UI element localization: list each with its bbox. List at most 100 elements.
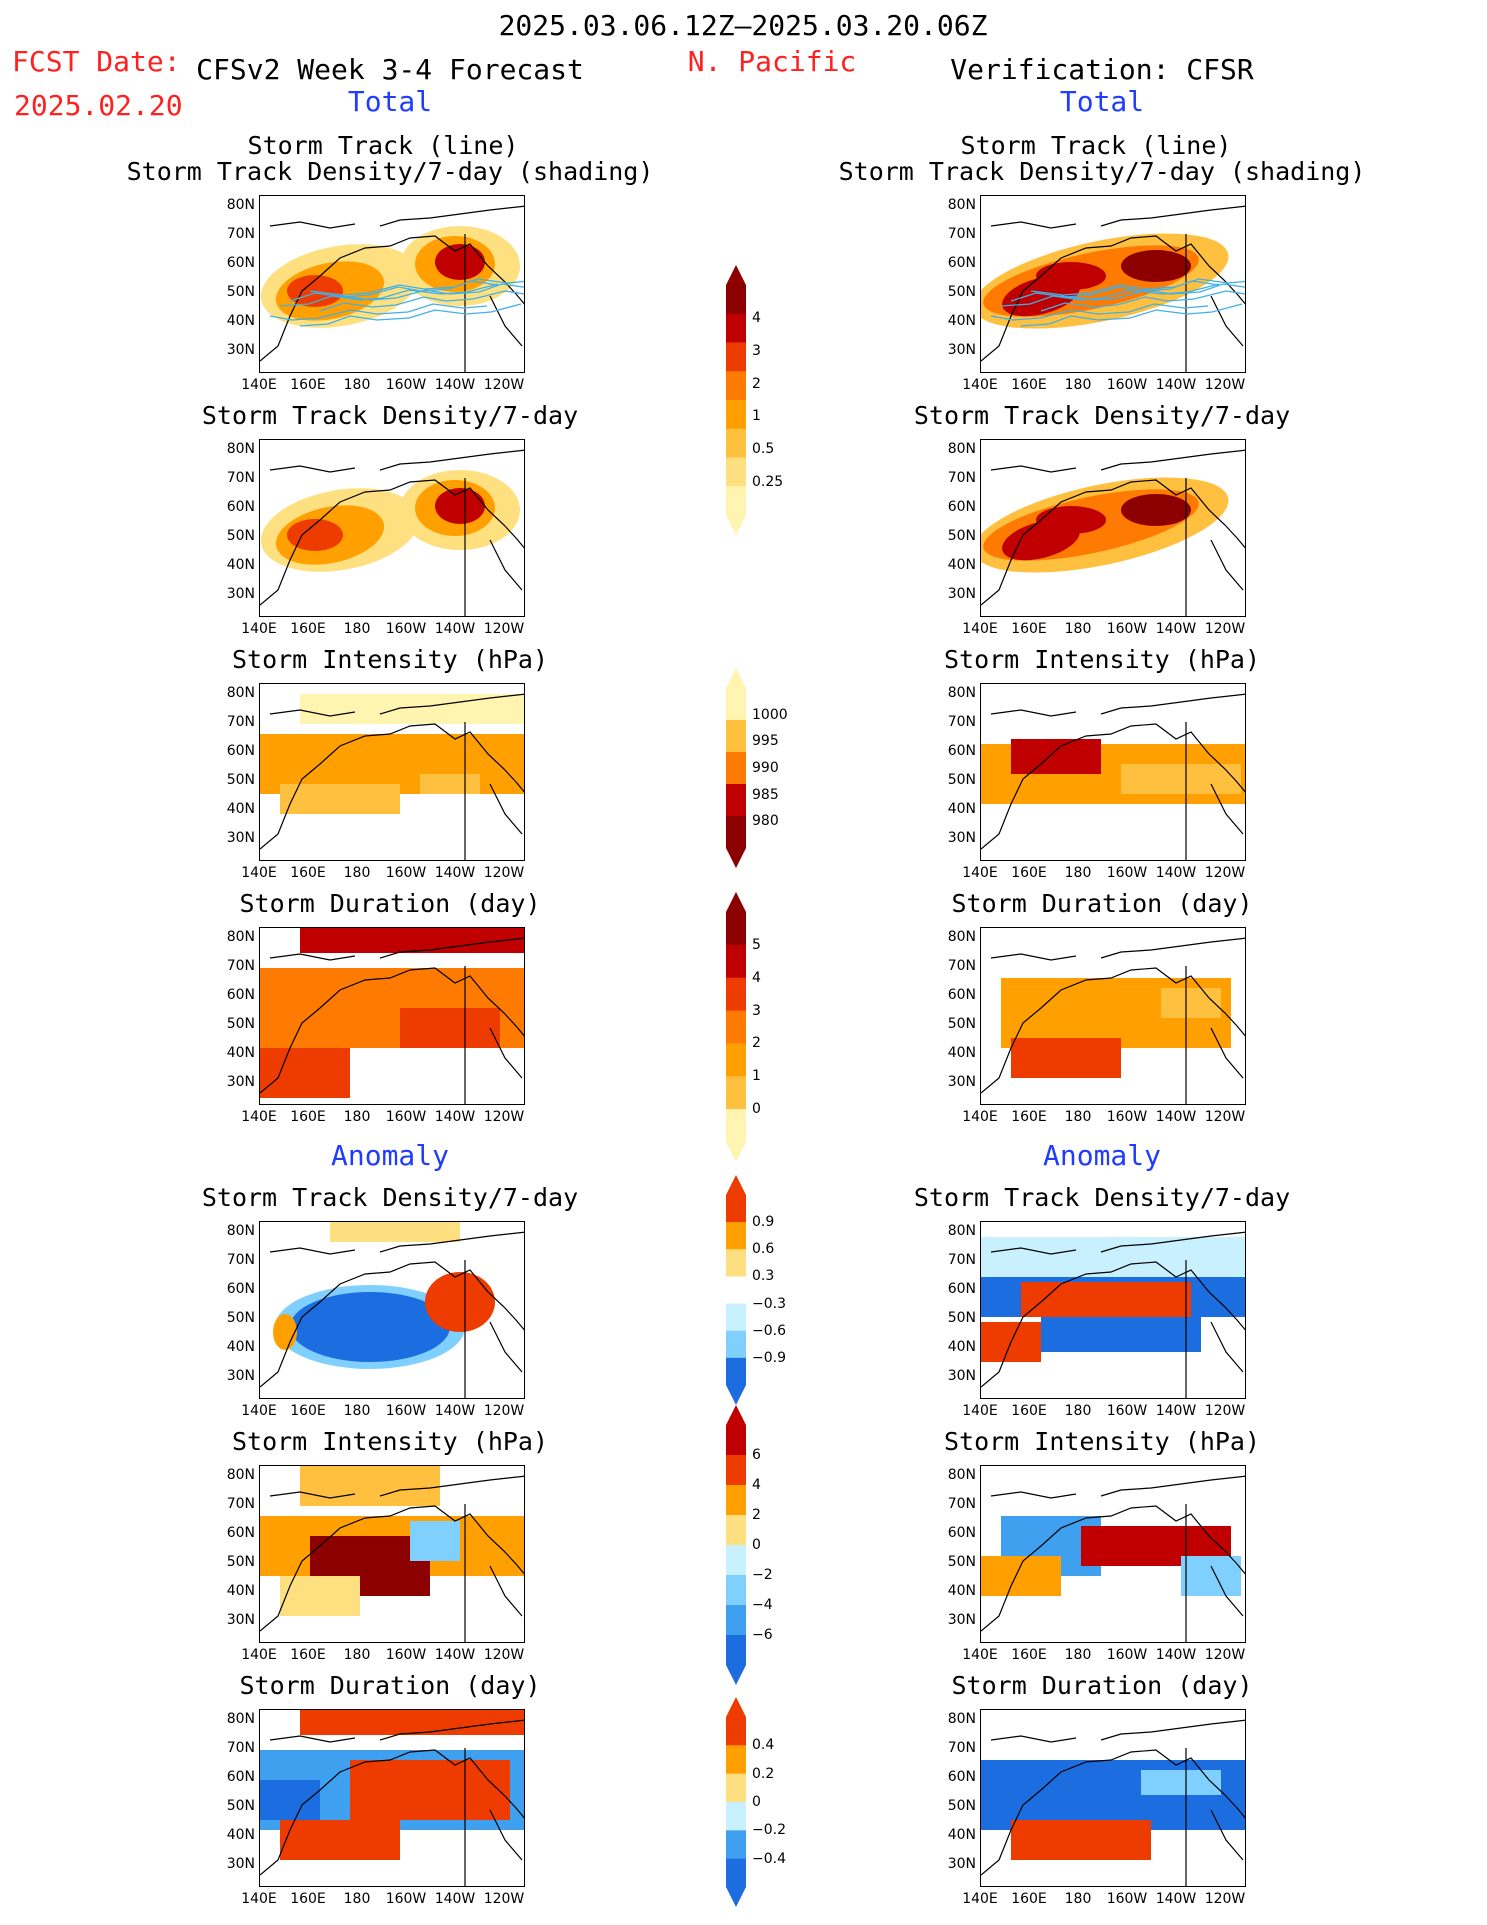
lat-tick-label: 60N <box>226 1281 255 1297</box>
left-anom-density-title: Storm Track Density/7-day <box>201 1183 579 1212</box>
lon-tick-label: 160W <box>1106 377 1148 393</box>
colorbar-segment <box>726 1109 746 1143</box>
right-anom-density-title: Storm Track Density/7-day <box>913 1183 1291 1212</box>
map-svg <box>260 449 524 616</box>
lon-tick-label: 160E <box>1011 377 1047 393</box>
colorbar-segment <box>726 285 746 315</box>
colorbar-arrow-top <box>726 1697 746 1717</box>
lat-tick-label: 60N <box>226 1525 255 1541</box>
colorbar-segment <box>726 313 746 343</box>
lon-tick-label: 140W <box>1155 621 1197 637</box>
lon-tick-label: 140E <box>962 377 998 393</box>
lon-tick-label: 120W <box>1204 1109 1246 1125</box>
lon-tick-label: 120W <box>1204 621 1246 637</box>
shading-cell <box>300 1466 440 1506</box>
lat-tick-label: 80N <box>226 1711 255 1727</box>
map-svg <box>981 1475 1245 1642</box>
lon-tick-label: 160E <box>1011 1647 1047 1663</box>
colorbar-segment <box>726 1357 746 1386</box>
map-svg <box>260 928 524 1104</box>
lat-tick-label: 70N <box>226 958 255 974</box>
colorbar-tick-label: 2 <box>752 1035 761 1052</box>
lat-tick-label: 50N <box>226 772 255 788</box>
lat-tick-label: 70N <box>226 226 255 242</box>
lon-tick-label: 120W <box>1204 865 1246 881</box>
lat-tick-label: 50N <box>947 1310 976 1326</box>
lat-tick-label: 40N <box>947 1583 976 1599</box>
lat-tick-label: 70N <box>947 1496 976 1512</box>
fcst-date-value: 2025.02.20 <box>14 89 183 122</box>
colorbar-tick-label: 985 <box>752 786 779 803</box>
colorbar-tick-label: 2 <box>752 375 761 392</box>
lat-tick-label: 70N <box>226 1740 255 1756</box>
lon-tick-label: 160E <box>290 377 326 393</box>
colorbar-tick-label: 1000 <box>752 706 788 723</box>
colorbar-segment <box>726 1010 746 1044</box>
lon-tick-label: 160W <box>1106 1891 1148 1907</box>
lon-tick-label: 180 <box>1064 1891 1092 1907</box>
density-anomaly-colorbar <box>726 1175 746 1405</box>
lat-tick-label: 60N <box>226 1769 255 1785</box>
lat-tick-label: 60N <box>226 743 255 759</box>
coastline <box>260 449 524 616</box>
colorbar-segment <box>726 486 746 516</box>
right-density-title: Storm Track Density/7-day <box>913 401 1291 430</box>
lat-tick-label: 30N <box>226 586 255 602</box>
lon-tick-label: 140E <box>962 621 998 637</box>
right-duration-title: Storm Duration (day) <box>951 889 1253 918</box>
lat-tick-label: 40N <box>947 1045 976 1061</box>
lon-tick-label: 160W <box>1106 1647 1148 1663</box>
lat-tick-label: 80N <box>947 441 976 457</box>
lon-tick-label: 140W <box>1155 377 1197 393</box>
right-map-panel-6 <box>980 1709 1246 1887</box>
lat-tick-label: 70N <box>226 1252 255 1268</box>
lat-tick-label: 80N <box>226 197 255 213</box>
lat-tick-label: 60N <box>947 499 976 515</box>
lat-tick-label: 30N <box>226 1074 255 1090</box>
storm-track-lines <box>269 278 524 327</box>
colorbar-tick-label: 0 <box>752 1537 761 1553</box>
lon-tick-label: 180 <box>1064 377 1092 393</box>
colorbar-arrow-top <box>726 668 746 688</box>
lat-tick-label: 40N <box>947 557 976 573</box>
colorbar-tick-label: 5 <box>752 936 761 953</box>
duration-anomaly-colorbar <box>726 1697 746 1907</box>
lon-tick-label: 180 <box>343 1647 371 1663</box>
colorbar-tick-label: 4 <box>752 309 761 326</box>
lat-tick-label: 30N <box>947 830 976 846</box>
colorbar-tick-label: 990 <box>752 760 779 776</box>
lon-tick-label: 140W <box>434 1403 476 1419</box>
left-density-title: Storm Track Density/7-day <box>201 401 579 430</box>
shading-cell <box>300 694 524 724</box>
colorbar-segment <box>726 1303 746 1332</box>
colorbar-arrow-bottom <box>726 1665 746 1685</box>
shading-cell <box>260 1780 320 1820</box>
lon-tick-label: 180 <box>343 1403 371 1419</box>
shading-blob <box>273 1314 297 1350</box>
lon-tick-label: 140W <box>1155 865 1197 881</box>
colorbar-segment <box>726 1330 746 1359</box>
colorbar-segment <box>726 784 746 817</box>
lon-tick-label: 140W <box>1155 1109 1197 1125</box>
lat-tick-label: 70N <box>947 958 976 974</box>
lon-tick-label: 180 <box>1064 1109 1092 1125</box>
lat-tick-label: 50N <box>226 1554 255 1570</box>
lat-tick-label: 40N <box>226 1583 255 1599</box>
lon-tick-label: 160W <box>385 1647 427 1663</box>
lat-tick-label: 70N <box>947 714 976 730</box>
fcst-date-label: FCST Date: <box>12 45 181 78</box>
lat-tick-label: 30N <box>947 1856 976 1872</box>
colorbar-segment <box>726 1043 746 1077</box>
left-map-panel-3 <box>259 927 525 1105</box>
shading-blob <box>287 519 343 551</box>
colorbar-segment <box>726 1455 746 1486</box>
left-map-panel-5 <box>259 1465 525 1643</box>
lat-tick-label: 70N <box>226 714 255 730</box>
right-anomaly-label: Anomaly <box>1042 1139 1162 1172</box>
colorbar-segment <box>726 1545 746 1576</box>
lon-tick-label: 140E <box>241 621 277 637</box>
shading-cell <box>1121 764 1241 794</box>
lat-tick-label: 30N <box>947 1074 976 1090</box>
lat-tick-label: 60N <box>947 743 976 759</box>
colorbar-tick-label: 0.2 <box>752 1765 775 1782</box>
